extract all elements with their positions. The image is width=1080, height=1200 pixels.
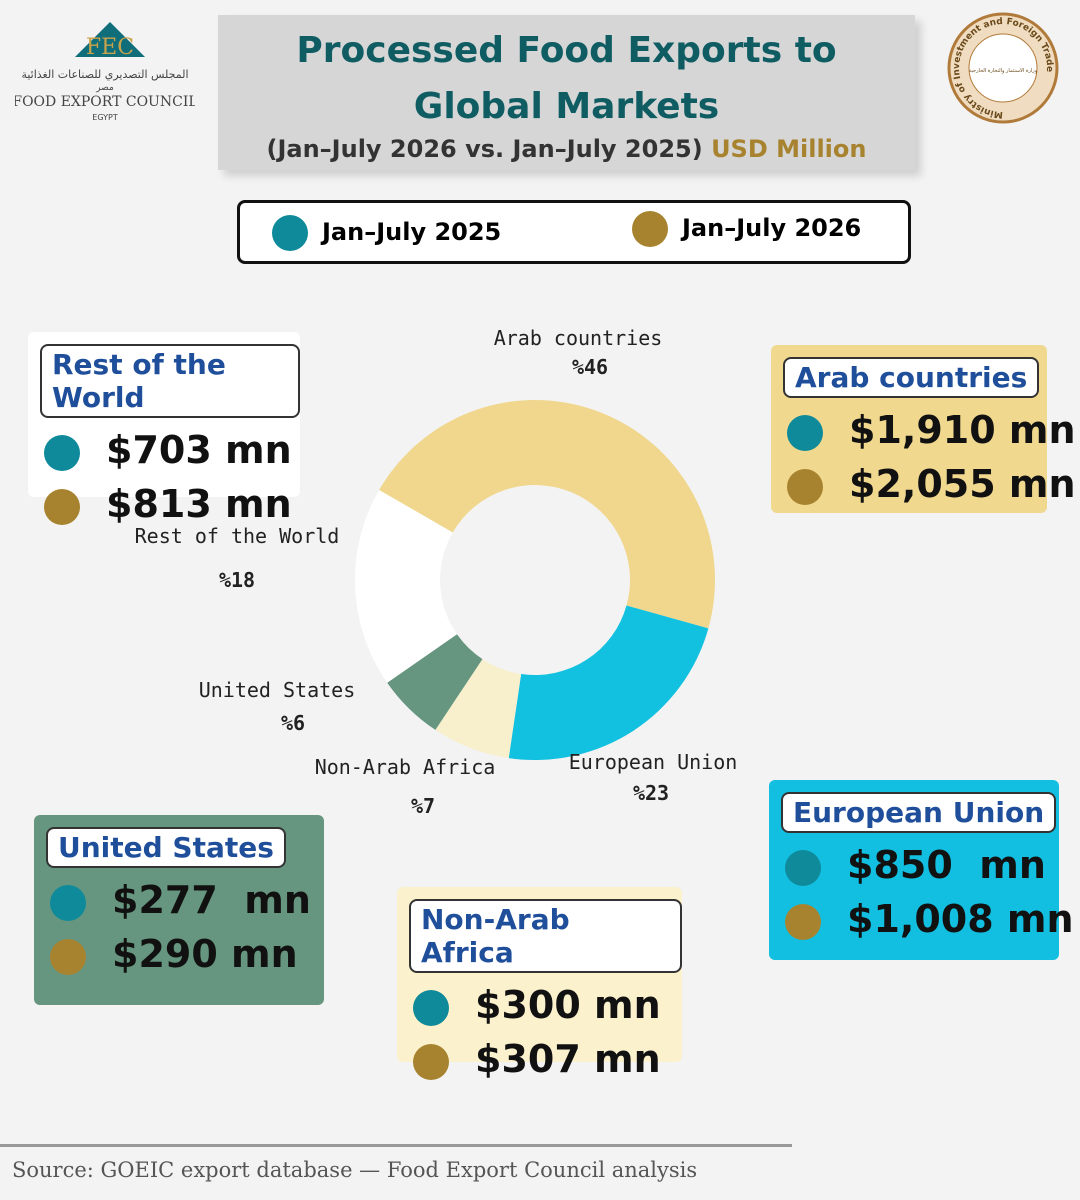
region-value: $2,055 mn (849, 462, 1076, 506)
slice (379, 399, 716, 629)
subtitle-line: (Jan–July 2026 vs. Jan–July 2025) USD Mi… (218, 135, 915, 163)
slice (508, 605, 709, 760)
region-row: $307 mn (413, 1037, 682, 1081)
legend-dot (272, 215, 308, 251)
logo-arabic: المجلس التصديري للصناعات الغذائية (21, 68, 188, 81)
slice-label: Arab countries (494, 326, 663, 350)
region-value: $300 mn (475, 983, 661, 1027)
region-row: $277 mn (50, 878, 324, 922)
region-title: Non-Arab Africa (409, 899, 682, 973)
region-dot (44, 488, 80, 525)
slice-label: European Union (569, 750, 738, 774)
region-value: $307 mn (475, 1037, 661, 1081)
slice-label: Rest of the World (135, 524, 340, 548)
region-value: $703 mn (106, 428, 292, 472)
slice-value: %7 (411, 794, 435, 818)
source: Source: GOEIC export database — Food Exp… (12, 1158, 698, 1182)
slice-label: Non-Arab Africa (315, 755, 496, 779)
region-row: $703 mn (44, 428, 300, 472)
title: Processed Food Exports to Global Markets (296, 30, 837, 127)
region-value: $1,910 mn (849, 408, 1076, 452)
region-row: $1,910 mn (787, 408, 1076, 452)
legend-item: Jan–July 2025 (272, 215, 501, 251)
slice (435, 659, 522, 759)
logo-name: FOOD EXPORT COUNCIL (15, 94, 195, 110)
slice-value: %18 (219, 568, 255, 592)
slice-value: %46 (572, 355, 608, 379)
legend: Jan–July 2025 Jan–July 2026 (237, 200, 911, 264)
region-value: $277 mn (112, 878, 311, 922)
region-dot (50, 884, 86, 921)
region-row: $1,008 mn (785, 897, 1074, 941)
region-dot (787, 414, 823, 451)
region-value: $850 mn (847, 843, 1046, 887)
region-title: Arab countries (783, 357, 1040, 398)
region-box: European Union $850 mn $1,008 mn (769, 780, 1074, 960)
logo-right: Ministry of Investment and Foreign Trade… (947, 12, 1059, 124)
slice (355, 490, 457, 683)
logo-left: FEC المجلس التصديري للصناعات الغذائية مص… (15, 22, 195, 122)
region-row: $813 mn (44, 482, 300, 526)
region-dot (785, 849, 821, 886)
region-value: $813 mn (106, 482, 292, 526)
rule (0, 1144, 792, 1147)
logo-arabic: وزارة الاستثمار والتجارة الخارجية (969, 68, 1038, 74)
header: Processed Food Exports to Global Markets… (218, 15, 915, 170)
region-title: European Union (781, 792, 1057, 833)
legend-label: Jan–July 2026 (682, 214, 862, 242)
region-row: $2,055 mn (787, 462, 1076, 506)
region-dot (50, 938, 86, 975)
region-value: $1,008 mn (847, 897, 1074, 941)
subtitle: (Jan–July 2026 vs. Jan–July 2025) (266, 135, 703, 163)
legend-dot (632, 211, 668, 247)
logo-arabic-country: مصر (95, 83, 114, 93)
region-box: Non-Arab Africa $300 mn $307 mn (397, 887, 682, 1081)
logo-country: EGYPT (92, 113, 118, 122)
region-row: $290 mn (50, 932, 324, 976)
legend-label: Jan–July 2025 (322, 218, 502, 246)
unit: USD Million (711, 135, 867, 163)
logo-mark: FEC (86, 35, 134, 60)
legend-item: Jan–July 2026 (632, 211, 861, 247)
slice-value: %23 (633, 781, 669, 805)
slice (387, 634, 483, 730)
region-dot (413, 989, 449, 1026)
region-box: Arab countries $1,910 mn $2,055 mn (771, 345, 1076, 513)
region-dot (44, 434, 80, 471)
region-box: United States $277 mn $290 mn (34, 815, 324, 1005)
chart: Arab countries %46 European Union %23 Non-Ar… (135, 326, 738, 818)
region-title: Rest of the World (40, 344, 300, 418)
slice-label: United States (199, 678, 356, 702)
region-value: $290 mn (112, 932, 298, 976)
region-dot (413, 1043, 449, 1080)
region-dot (787, 468, 823, 505)
region-row: $850 mn (785, 843, 1059, 887)
region-title: United States (46, 827, 286, 868)
region-row: $300 mn (413, 983, 682, 1027)
slice-value: %6 (281, 711, 305, 735)
region-box: Rest of the World $703 mn $813 mn (28, 332, 300, 526)
region-dot (785, 903, 821, 940)
